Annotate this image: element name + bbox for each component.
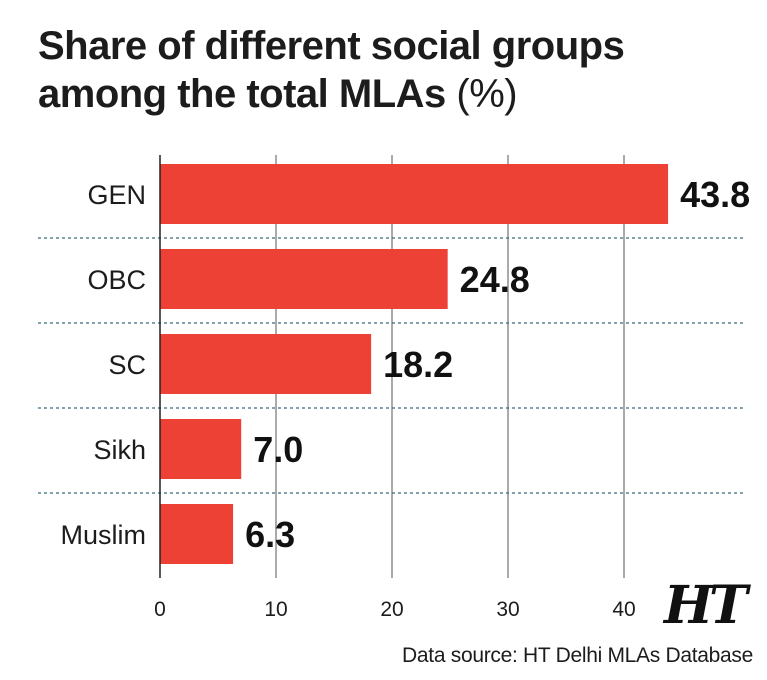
x-tick-label-20: 20: [380, 598, 403, 621]
bar-sikh: [160, 419, 242, 479]
title-line-2: among the total MLAs (%): [38, 70, 738, 118]
category-label-sc: SC: [108, 350, 146, 380]
category-label-muslim: Muslim: [61, 520, 147, 550]
x-tick-label-40: 40: [612, 598, 635, 621]
data-label-sikh: 7.0: [253, 429, 303, 470]
data-label-obc: 24.8: [460, 259, 530, 300]
data-label-muslim: 6.3: [245, 514, 295, 555]
category-label-obc: OBC: [87, 265, 146, 295]
category-label-gen: GEN: [87, 180, 146, 210]
title-unit: (%): [456, 72, 518, 116]
title-line-2-text: among the total MLAs: [38, 72, 446, 116]
data-source: Data source: HT Delhi MLAs Database: [402, 644, 753, 667]
bar-muslim: [160, 504, 234, 564]
data-label-sc: 18.2: [383, 344, 453, 385]
chart-title: Share of different social groups among t…: [38, 22, 738, 118]
x-tick-label-10: 10: [264, 598, 287, 621]
bar-sc: [160, 334, 372, 394]
title-line-1: Share of different social groups: [38, 24, 625, 68]
x-tick-label-30: 30: [496, 598, 519, 621]
data-label-gen: 43.8: [680, 174, 750, 215]
x-tick-label-0: 0: [154, 598, 166, 621]
category-label-sikh: Sikh: [93, 435, 146, 465]
ht-logo: HT: [664, 575, 748, 636]
bar-gen: [160, 164, 669, 224]
bar-obc: [160, 249, 448, 309]
